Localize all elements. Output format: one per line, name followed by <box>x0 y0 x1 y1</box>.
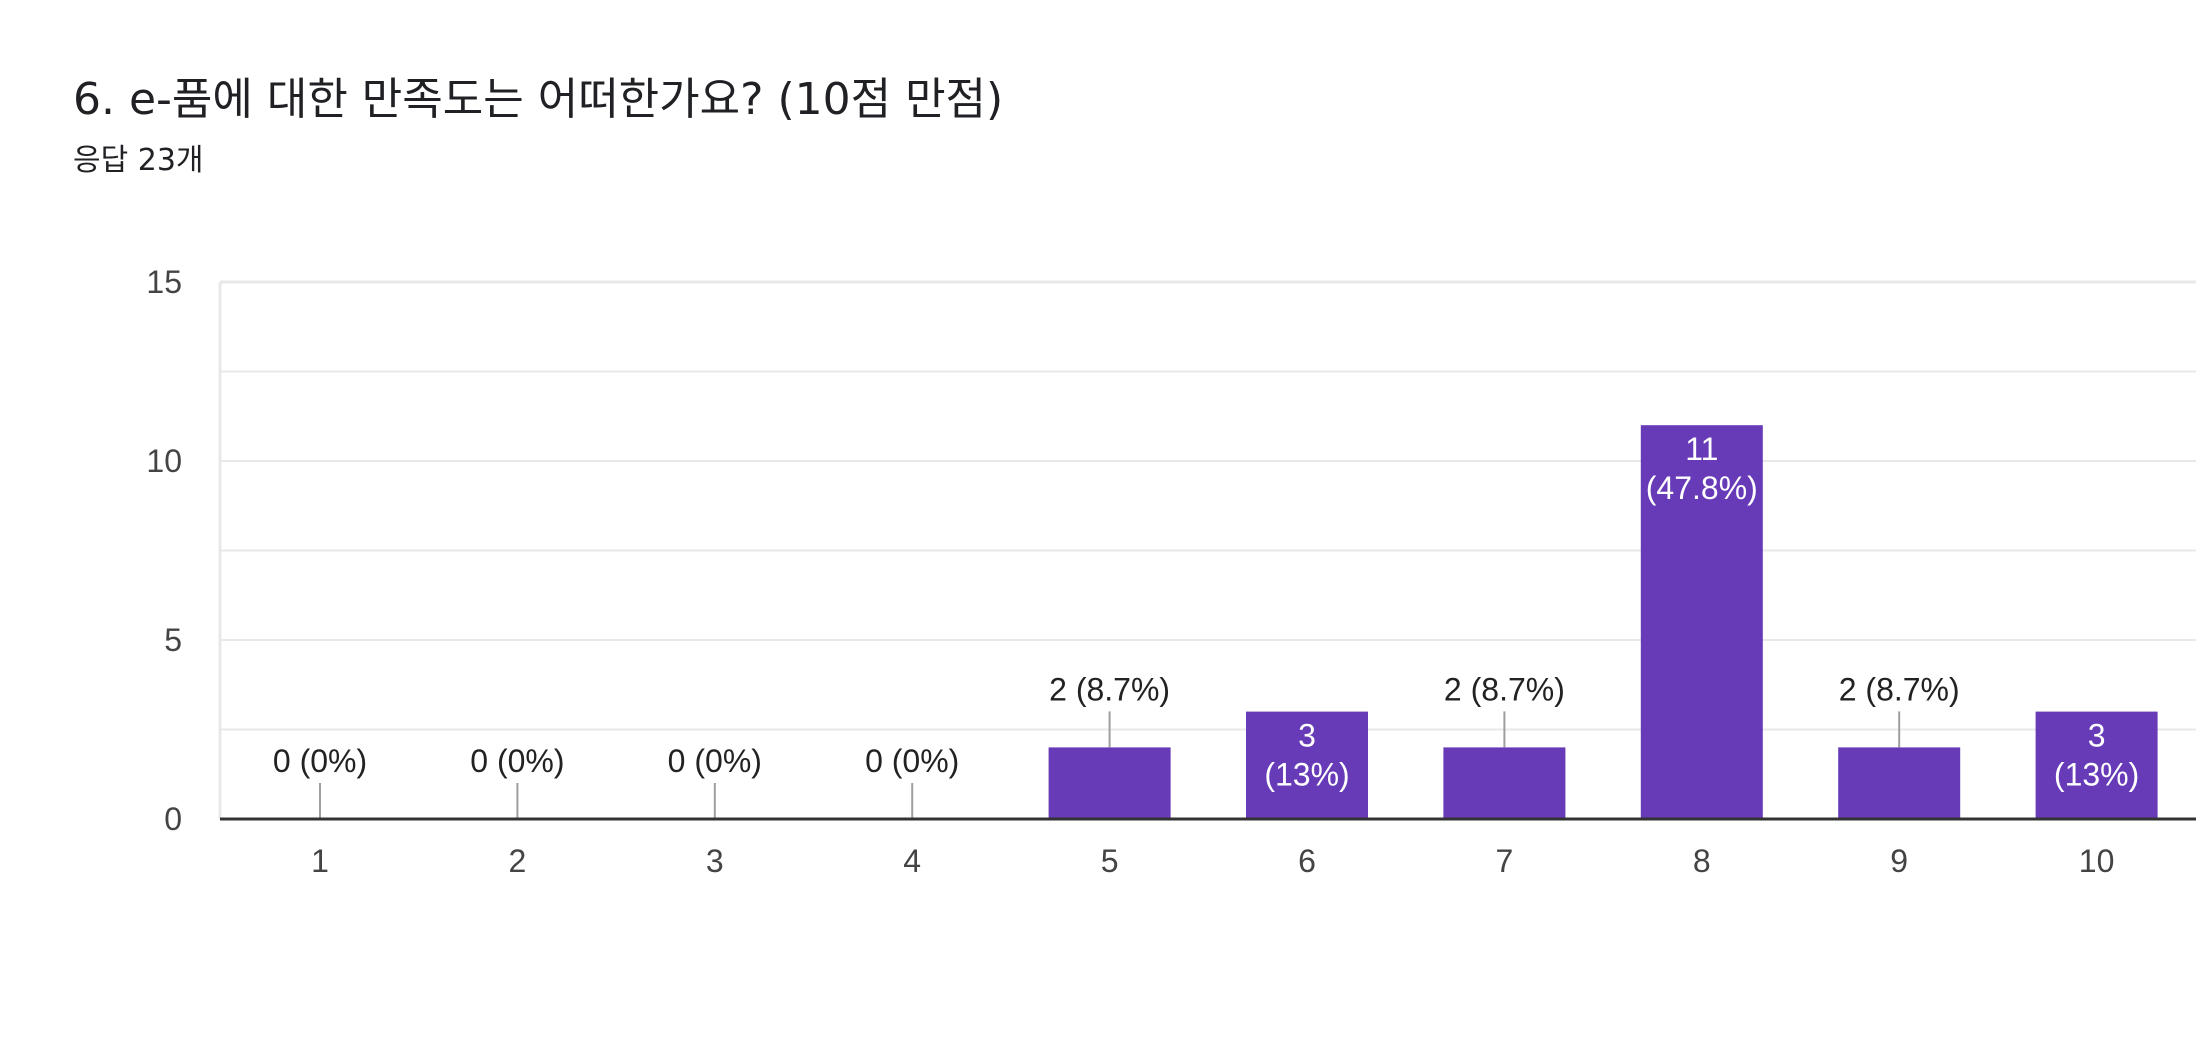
bar-7 <box>1443 747 1566 819</box>
response-count: 응답 23개 <box>73 143 204 178</box>
question-title: 6. e-품에 대한 만족도는 어떠한가요? (10점 만점) <box>73 74 1004 125</box>
x-tick-label: 7 <box>1496 843 1514 879</box>
x-tick-label: 1 <box>311 843 329 879</box>
x-tick-label: 2 <box>509 843 527 879</box>
data-label: 3 <box>2088 718 2106 754</box>
bar-9 <box>1838 747 1961 819</box>
x-tick-label: 4 <box>903 843 921 879</box>
bar-10 <box>2035 711 2158 819</box>
data-label: (13%) <box>2054 757 2139 793</box>
x-tick-label: 9 <box>1890 843 1908 879</box>
data-label: (13%) <box>1264 757 1349 793</box>
data-label: 2 (8.7%) <box>1049 671 1170 707</box>
x-tick-label: 8 <box>1693 843 1711 879</box>
question-header: 6. e-품에 대한 만족도는 어떠한가요? (10점 만점) 응답 23개 <box>73 70 1003 186</box>
data-label: 2 (8.7%) <box>1839 671 1960 707</box>
y-tick-label: 0 <box>164 801 182 837</box>
data-label: 0 (0%) <box>470 743 564 779</box>
bar-5 <box>1048 747 1171 819</box>
data-label: 0 (0%) <box>865 743 959 779</box>
y-tick-label: 15 <box>146 264 182 300</box>
data-label: (47.8%) <box>1646 470 1758 506</box>
x-tick-label: 10 <box>2079 843 2115 879</box>
y-tick-label: 5 <box>164 622 182 658</box>
data-label: 0 (0%) <box>273 743 367 779</box>
data-label: 3 <box>1298 718 1316 754</box>
x-tick-label: 5 <box>1101 843 1119 879</box>
bar-6 <box>1246 711 1368 819</box>
x-tick-label: 3 <box>706 843 724 879</box>
data-label: 0 (0%) <box>668 743 762 779</box>
bar-8 <box>1640 425 1763 819</box>
data-label: 11 <box>1685 431 1718 467</box>
x-tick-label: 6 <box>1298 843 1316 879</box>
data-label: 2 (8.7%) <box>1444 671 1565 707</box>
y-tick-label: 10 <box>146 443 182 479</box>
